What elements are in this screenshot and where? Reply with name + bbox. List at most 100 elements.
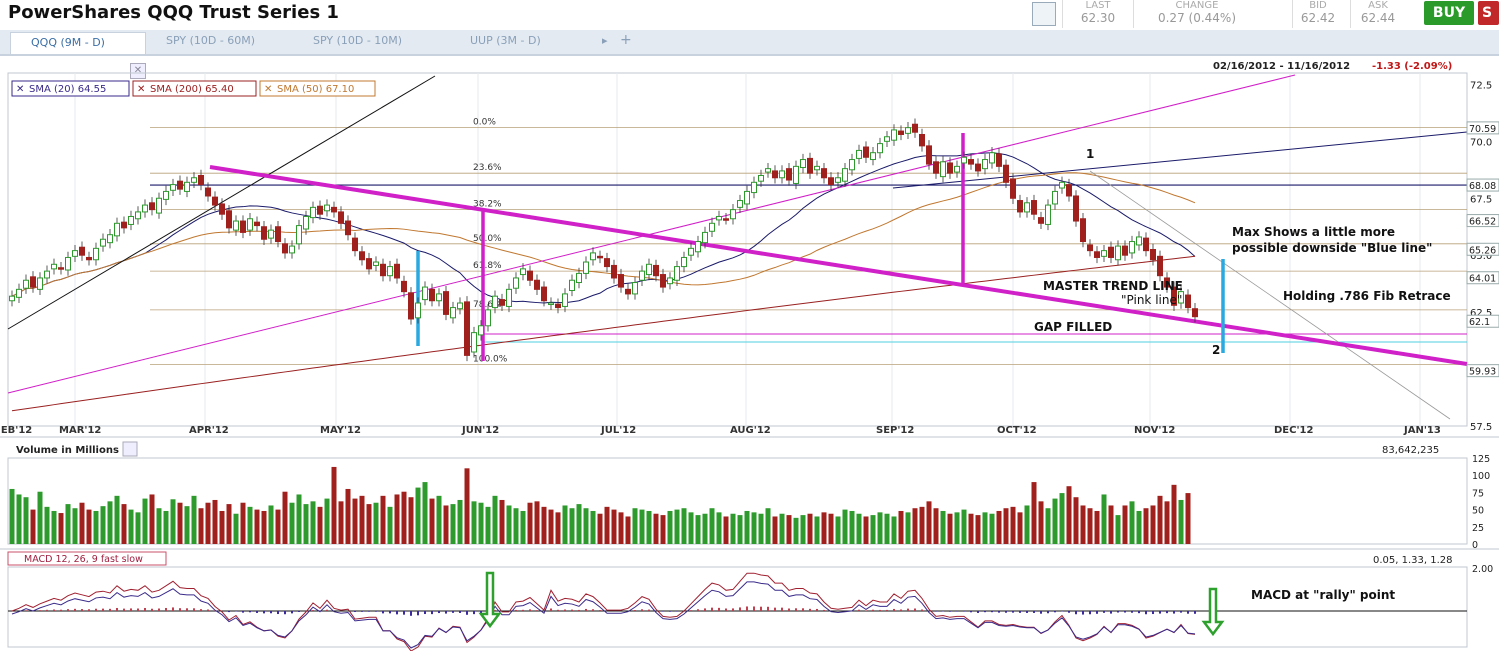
- tab-spy-60m[interactable]: SPY (10D - 60M): [166, 34, 256, 47]
- tab-qqq[interactable]: QQQ (9M - D): [10, 32, 146, 54]
- candle-up: [37, 277, 43, 290]
- volume-bar: [975, 515, 981, 544]
- candle-up: [170, 184, 176, 191]
- candle-down: [807, 157, 813, 174]
- candle-down: [786, 168, 792, 181]
- volume-bar: [1101, 494, 1107, 544]
- volume-bar: [625, 516, 631, 544]
- volume-bar: [233, 513, 239, 544]
- tab-qqq-label: QQQ (9M - D): [31, 36, 105, 49]
- volume-bar: [513, 508, 519, 544]
- candle-up: [639, 270, 645, 281]
- tab-spy-10m[interactable]: SPY (10D - 10M): [313, 34, 403, 47]
- volume-bar: [744, 510, 750, 544]
- quote-chart-icon[interactable]: [1032, 2, 1056, 26]
- volume-bar: [884, 513, 890, 544]
- volume-bar: [1157, 495, 1163, 544]
- volume-bar: [65, 504, 71, 544]
- candle-up: [842, 168, 848, 182]
- quote-ask-value: 62.44: [1360, 11, 1396, 25]
- quote-change-label: CHANGE: [1175, 0, 1219, 11]
- candle-down: [534, 279, 540, 290]
- price-level-label: 64.01: [1469, 274, 1496, 285]
- sell-button[interactable]: S: [1478, 1, 1499, 25]
- volume-bar: [16, 494, 22, 544]
- price-level-label: 59.93: [1469, 367, 1496, 378]
- volume-bar: [541, 506, 547, 544]
- volume-bar: [695, 515, 701, 544]
- candle-down: [660, 274, 666, 288]
- candle-down: [352, 237, 358, 252]
- fib-label: 61.8%: [473, 261, 502, 271]
- quote-bid-value: 62.42: [1300, 11, 1336, 25]
- candle-down: [261, 226, 267, 240]
- volume-bar: [793, 517, 799, 544]
- price-level-label: 62.1: [1469, 317, 1490, 328]
- volume-bar: [968, 513, 974, 544]
- volume-bar: [240, 502, 246, 544]
- volume-bar: [702, 513, 708, 544]
- candle-up: [905, 127, 911, 134]
- candle-up: [247, 218, 253, 231]
- macd-panel: MACD 12, 26, 9 fast slow 0.05, 1.33, 1.28…: [7, 551, 1493, 652]
- volume-bar: [667, 510, 673, 544]
- volume-bar: [205, 502, 211, 544]
- candle-up: [303, 215, 309, 230]
- x-tick-label: MAR'12: [59, 425, 101, 436]
- candle-down: [975, 163, 981, 172]
- candle-up: [450, 307, 456, 319]
- candle-down: [198, 174, 204, 186]
- candle-up: [884, 136, 890, 142]
- candle-up: [506, 288, 512, 307]
- quote-bid-label: BID: [1309, 0, 1327, 11]
- volume-bar: [478, 502, 484, 544]
- macd-legend-box: [7, 551, 167, 566]
- volume-bar: [114, 495, 120, 544]
- volume-bar: [506, 505, 512, 544]
- note-master-trend: MASTER TREND LINE: [1043, 279, 1183, 293]
- volume-bar: [674, 509, 680, 544]
- quote-ask-label: ASK: [1368, 0, 1388, 11]
- candle-down: [863, 146, 869, 158]
- buy-button[interactable]: BUY: [1424, 1, 1474, 25]
- volume-bar: [1129, 501, 1135, 544]
- volume-bar: [1087, 508, 1093, 544]
- candle-up: [422, 286, 428, 301]
- candle-up: [590, 252, 596, 261]
- volume-bar: [758, 513, 764, 544]
- candle-up: [688, 247, 694, 256]
- candle-down: [527, 270, 533, 281]
- candle-down: [394, 263, 400, 279]
- volume-bar: [1143, 508, 1149, 544]
- candle-down: [331, 206, 337, 213]
- volume-bar: [268, 505, 274, 544]
- close-tab-icon[interactable]: ✕: [130, 63, 146, 79]
- volume-tick-label: 0: [1472, 540, 1478, 551]
- add-tab-icon[interactable]: +: [620, 32, 632, 48]
- note-wave-2: 2: [1212, 343, 1220, 357]
- candle-up: [954, 165, 960, 173]
- volume-close-icon: [122, 441, 138, 457]
- tab-uup[interactable]: UUP (3M - D): [470, 34, 541, 47]
- candle-up: [681, 256, 687, 268]
- volume-bar: [940, 510, 946, 544]
- tab-scroll-icon[interactable]: ▸: [602, 34, 608, 47]
- candle-up: [674, 266, 680, 281]
- x-tick-label: OCT'12: [997, 425, 1037, 436]
- volume-bar: [548, 509, 554, 544]
- volume-bar: [254, 509, 260, 544]
- volume-bar: [380, 495, 386, 544]
- candle-down: [1094, 251, 1100, 258]
- macd-fast-line: [11, 572, 1196, 652]
- candle-up: [23, 279, 29, 289]
- volume-bar: [751, 512, 757, 544]
- volume-bar: [1080, 505, 1086, 544]
- candle-up: [702, 231, 708, 244]
- candle-up: [695, 241, 701, 253]
- volume-bar: [639, 509, 645, 544]
- volume-bar: [996, 510, 1002, 544]
- candle-up: [569, 279, 575, 291]
- quote-last-value: 62.30: [1080, 11, 1116, 25]
- volume-bar: [387, 506, 393, 544]
- candle-up: [562, 293, 568, 307]
